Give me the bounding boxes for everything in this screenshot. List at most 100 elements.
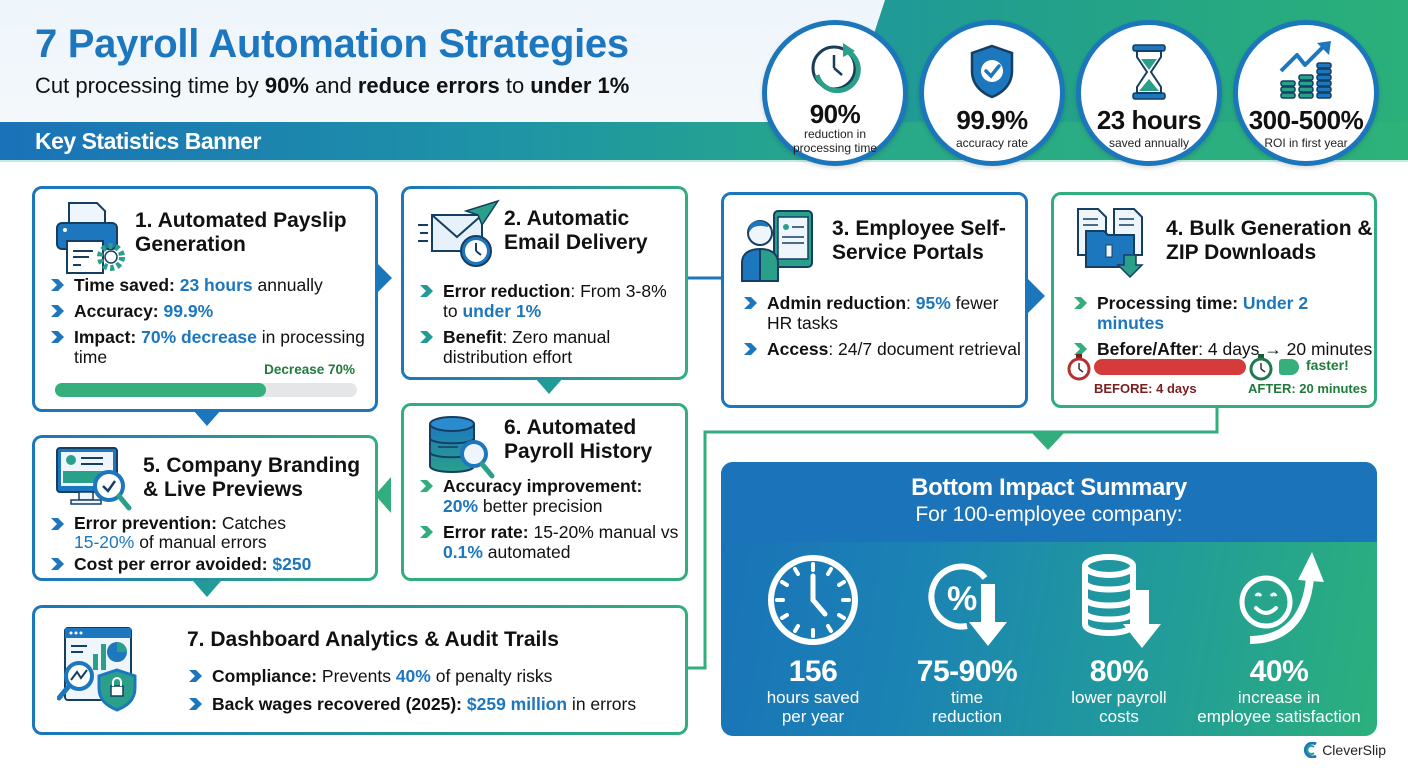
impact-header bbox=[721, 462, 1377, 542]
bullet-item: Error prevention: Catches 15-20% of manu… bbox=[49, 514, 374, 552]
chevron-icon bbox=[51, 518, 64, 530]
chevron-icon bbox=[1074, 297, 1087, 309]
card-bullets: Admin reduction: 95% fewer HR tasks Acce… bbox=[742, 293, 1022, 365]
employee-portal-icon bbox=[741, 210, 813, 282]
card-title: 2. Automatic Email Delivery bbox=[504, 207, 648, 254]
chevron-icon bbox=[189, 670, 202, 682]
zip-folder-download-icon bbox=[1077, 208, 1144, 279]
impact-label: hours saved bbox=[766, 688, 860, 707]
strategy-card-7: 7. Dashboard Analytics & Audit Trails Co… bbox=[32, 605, 688, 735]
brand-name: CleverSlip bbox=[1322, 742, 1386, 758]
strategy-card-1: 1. Automated Payslip Generation Time sav… bbox=[32, 186, 378, 412]
card-title: 6. Automated Payroll History bbox=[504, 416, 653, 463]
impact-value: 40% bbox=[1249, 655, 1309, 688]
bullet-item: Impact: 70% decrease in processing time bbox=[49, 327, 374, 367]
card-bullets: Error prevention: Catches 15-20% of manu… bbox=[49, 514, 374, 580]
card-title: 4. Bulk Generation & ZIP Downloads bbox=[1166, 217, 1373, 264]
stat-circle-roi: 300-500% ROI in first year bbox=[1233, 20, 1379, 166]
chevron-icon bbox=[420, 285, 433, 297]
shield-check-icon bbox=[970, 44, 1014, 99]
impact-subtitle: For 100-employee company: bbox=[915, 503, 1183, 526]
monitor-preview-icon bbox=[56, 447, 132, 511]
progress-label: Decrease 70% bbox=[264, 362, 355, 377]
after-stopwatch-icon bbox=[1249, 354, 1273, 381]
impact-item-hours: 156 hours saved per year bbox=[733, 550, 893, 726]
strategy-card-3: 3. Employee Self-Service Portals Admin r… bbox=[721, 192, 1028, 408]
strategy-card-2: 2. Automatic Email Delivery Error reduct… bbox=[401, 186, 688, 380]
before-bar bbox=[1094, 359, 1246, 375]
page-title: 7 Payroll Automation Strategies bbox=[35, 22, 629, 66]
card-title: 7. Dashboard Analytics & Audit Trails bbox=[187, 628, 559, 651]
chevron-icon bbox=[51, 331, 64, 343]
analytics-audit-icon bbox=[57, 627, 137, 712]
card-bullets: Time saved: 23 hours annually Accuracy: … bbox=[49, 275, 374, 373]
clock-refresh-icon bbox=[811, 43, 861, 94]
printer-gear-icon bbox=[56, 202, 125, 274]
impact-item-time: % 75-90% time reduction bbox=[887, 550, 1047, 726]
card-title: 3. Employee Self-Service Portals bbox=[832, 217, 1006, 264]
chevron-icon bbox=[420, 526, 433, 538]
impact-label: employee satisfaction bbox=[1197, 707, 1361, 726]
bullet-item: Error reduction: From 3-8% to under 1% bbox=[418, 281, 683, 321]
impact-item-satisfaction: 40% increase in employee satisfaction bbox=[1191, 550, 1367, 726]
bullet-item: Accuracy improvement: 20% better precisio… bbox=[418, 476, 688, 516]
progress-fill bbox=[55, 383, 267, 397]
cleverslip-logo-icon bbox=[1304, 742, 1317, 758]
progress-bar bbox=[55, 383, 357, 397]
stat-value: 90% bbox=[809, 99, 861, 129]
bullet-item: Before/After: 4 days → 20 minutes bbox=[1072, 339, 1377, 359]
chevron-icon bbox=[744, 343, 757, 355]
strategy-card-5: 5. Company Branding & Live Previews Erro… bbox=[32, 435, 378, 581]
impact-label: time bbox=[950, 688, 984, 707]
hourglass-icon bbox=[1132, 44, 1166, 100]
impact-label: per year bbox=[781, 707, 845, 726]
card-bullets: Error reduction: From 3-8% to under 1% B… bbox=[418, 281, 683, 373]
bullet-item: Accuracy: 99.9% bbox=[49, 301, 374, 321]
page-subtitle: Cut processing time by 90% and reduce er… bbox=[35, 73, 630, 98]
bullet-item: Processing time: Under 2 minutes bbox=[1072, 293, 1377, 333]
chevron-icon bbox=[1074, 343, 1087, 355]
coins-growth-icon bbox=[1279, 41, 1332, 99]
chevron-icon bbox=[51, 279, 64, 291]
bullet-item: Time saved: 23 hours annually bbox=[49, 275, 374, 295]
impact-value: 75-90% bbox=[916, 655, 1018, 688]
chevron-icon bbox=[189, 698, 202, 710]
bullet-item: Back wages recovered (2025): $259 millio… bbox=[187, 694, 677, 714]
bullet-item: Cost per error avoided: $250 bbox=[49, 554, 374, 574]
stat-value: 23 hours bbox=[1096, 105, 1202, 135]
impact-label: increase in bbox=[1237, 688, 1321, 707]
before-stopwatch-icon bbox=[1067, 354, 1091, 381]
impact-label: reduction bbox=[932, 707, 1002, 726]
chevron-icon bbox=[420, 331, 433, 343]
chevron-icon bbox=[51, 558, 64, 570]
impact-item-costs: 80% lower payroll costs bbox=[1039, 550, 1199, 726]
stat-circle-processing: 90% reduction in processing time bbox=[762, 20, 908, 166]
smile-up-icon bbox=[1239, 552, 1324, 644]
chevron-icon bbox=[51, 305, 64, 317]
bullet-item: Compliance: Prevents 40% of penalty risk… bbox=[187, 666, 677, 686]
bullet-item: Benefit: Zero manual distribution effort bbox=[418, 327, 683, 367]
before-label: BEFORE: 4 days bbox=[1094, 381, 1197, 396]
database-search-icon bbox=[429, 416, 495, 479]
stat-value: 300-500% bbox=[1248, 105, 1364, 135]
card-bullets: Compliance: Prevents 40% of penalty risk… bbox=[187, 666, 677, 720]
card-bullets: Processing time: Under 2 minutes Before/… bbox=[1072, 293, 1377, 365]
stat-label: saved annually bbox=[1108, 136, 1190, 150]
chevron-icon bbox=[420, 480, 433, 492]
brand-logo: CleverSlip bbox=[1303, 742, 1386, 758]
clock-icon bbox=[768, 555, 858, 645]
strategy-card-4: 4. Bulk Generation & ZIP Downloads Proce… bbox=[1051, 192, 1377, 408]
coins-down-icon bbox=[1082, 554, 1161, 648]
svg-text:%: % bbox=[947, 580, 977, 618]
stat-circle-hours: 23 hours saved annually bbox=[1076, 20, 1222, 166]
chevron-icon bbox=[744, 297, 757, 309]
bullet-item: Admin reduction: 95% fewer HR tasks bbox=[742, 293, 1022, 333]
banner-label: Key Statistics Banner bbox=[35, 128, 261, 154]
stat-circle-accuracy: 99.9% accuracy rate bbox=[919, 20, 1065, 166]
stat-label: reduction in bbox=[803, 127, 867, 141]
after-bar bbox=[1279, 359, 1299, 375]
impact-title: Bottom Impact Summary bbox=[911, 474, 1187, 501]
impact-label: lower payroll bbox=[1071, 688, 1167, 707]
card-bullets: Accuracy improvement: 20% better precisio… bbox=[418, 476, 688, 568]
